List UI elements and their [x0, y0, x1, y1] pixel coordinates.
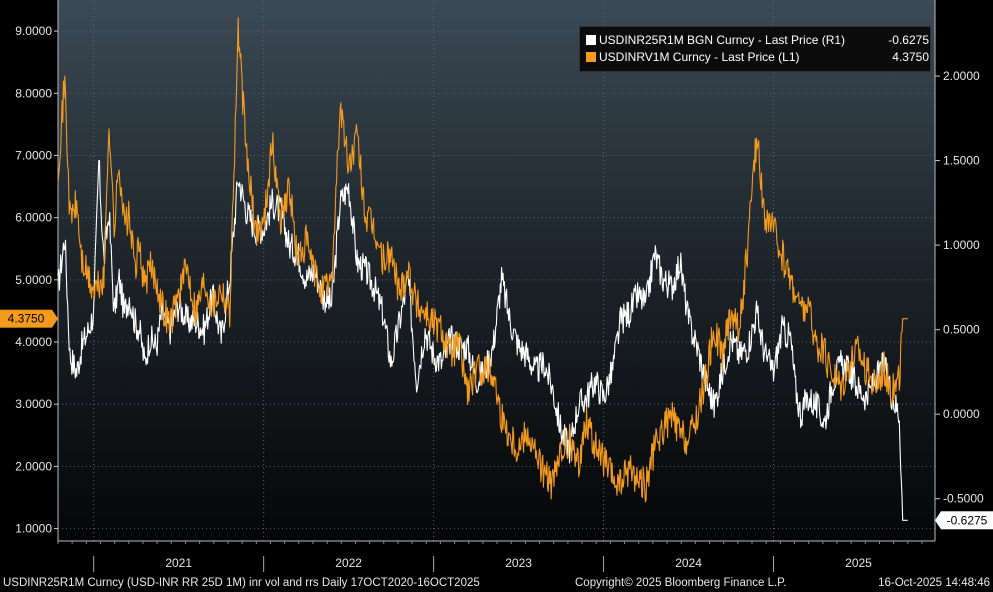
right-axis: -0.5000 0.0000 0.5000 1.0000 1.5000 2.0000	[934, 0, 984, 541]
right-last-value-pointer	[935, 511, 941, 530]
right-axis-tick-label: 2.0000	[943, 69, 980, 83]
left-axis-tick-label: 1.0000	[15, 522, 52, 536]
legend-label: USDINR25R1M BGN Curncy - Last Price (R1)	[599, 33, 846, 47]
chart-footer: USDINR25R1M Curncy (USD-INR RR 25D 1M) i…	[0, 574, 993, 592]
left-axis-tick-label: 8.0000	[15, 86, 52, 100]
right-axis-tick-label: 1.0000	[943, 238, 980, 252]
series-line-usdinrv1m	[57, 17, 908, 503]
left-axis-tick-label: 9.0000	[15, 24, 52, 38]
x-axis: 2021 2022 2023 2024 2025	[57, 540, 935, 572]
legend-entry-white-series: USDINR25R1M BGN Curncy - Last Price (R1)…	[586, 32, 929, 48]
legend-swatch-orange	[586, 52, 596, 62]
last-value-badges: 4.3750 -0.6275	[0, 309, 993, 530]
legend-value: 4.3750	[892, 50, 929, 64]
legend-swatch-white	[586, 35, 596, 45]
right-last-value-label: -0.6275	[947, 513, 988, 527]
left-axis-tick-label: 4.0000	[15, 335, 52, 349]
left-last-value-badge	[0, 309, 52, 328]
left-axis-tick-label: 3.0000	[15, 397, 52, 411]
left-axis-tick-label: 5.0000	[15, 273, 52, 287]
chart-legend: USDINR25R1M BGN Curncy - Last Price (R1)…	[579, 26, 931, 72]
left-axis-tick-label: 7.0000	[15, 148, 52, 162]
x-axis-year-label: 2024	[675, 556, 702, 570]
plot-background	[58, 0, 935, 541]
right-axis-tick-label: 1.5000	[943, 154, 980, 168]
legend-entry-orange-series: USDINRV1M Curncy - Last Price (L1) 4.3750	[586, 49, 929, 65]
legend-label: USDINRV1M Curncy - Last Price (L1)	[599, 50, 800, 64]
right-axis-tick-label: 0.5000	[943, 323, 980, 337]
x-axis-year-label: 2025	[845, 556, 872, 570]
right-last-value-badge	[941, 511, 993, 530]
series-lines	[57, 17, 908, 521]
left-axis: 1.0000 2.0000 3.0000 4.0000 5.0000 6.0000 7.00…	[15, 0, 59, 541]
left-last-value-pointer	[52, 309, 58, 328]
footer-copyright: Copyright© 2025 Bloomberg Finance L.P.	[575, 577, 787, 589]
x-axis-year-label: 2022	[335, 556, 362, 570]
left-axis-tick-label: 6.0000	[15, 211, 52, 225]
left-last-value-label: 4.3750	[8, 312, 45, 326]
left-axis-tick-label: 2.0000	[15, 459, 52, 473]
footer-description: USDINR25R1M Curncy (USD-INR RR 25D 1M) i…	[3, 577, 480, 589]
right-axis-tick-label: 0.0000	[943, 407, 980, 421]
footer-timestamp: 16-Oct-2025 14:48:46	[878, 577, 990, 589]
x-axis-year-label: 2023	[505, 556, 532, 570]
legend-value: -0.6275	[888, 33, 929, 47]
right-axis-tick-label: -0.5000	[943, 492, 984, 506]
x-axis-year-label: 2021	[165, 556, 192, 570]
